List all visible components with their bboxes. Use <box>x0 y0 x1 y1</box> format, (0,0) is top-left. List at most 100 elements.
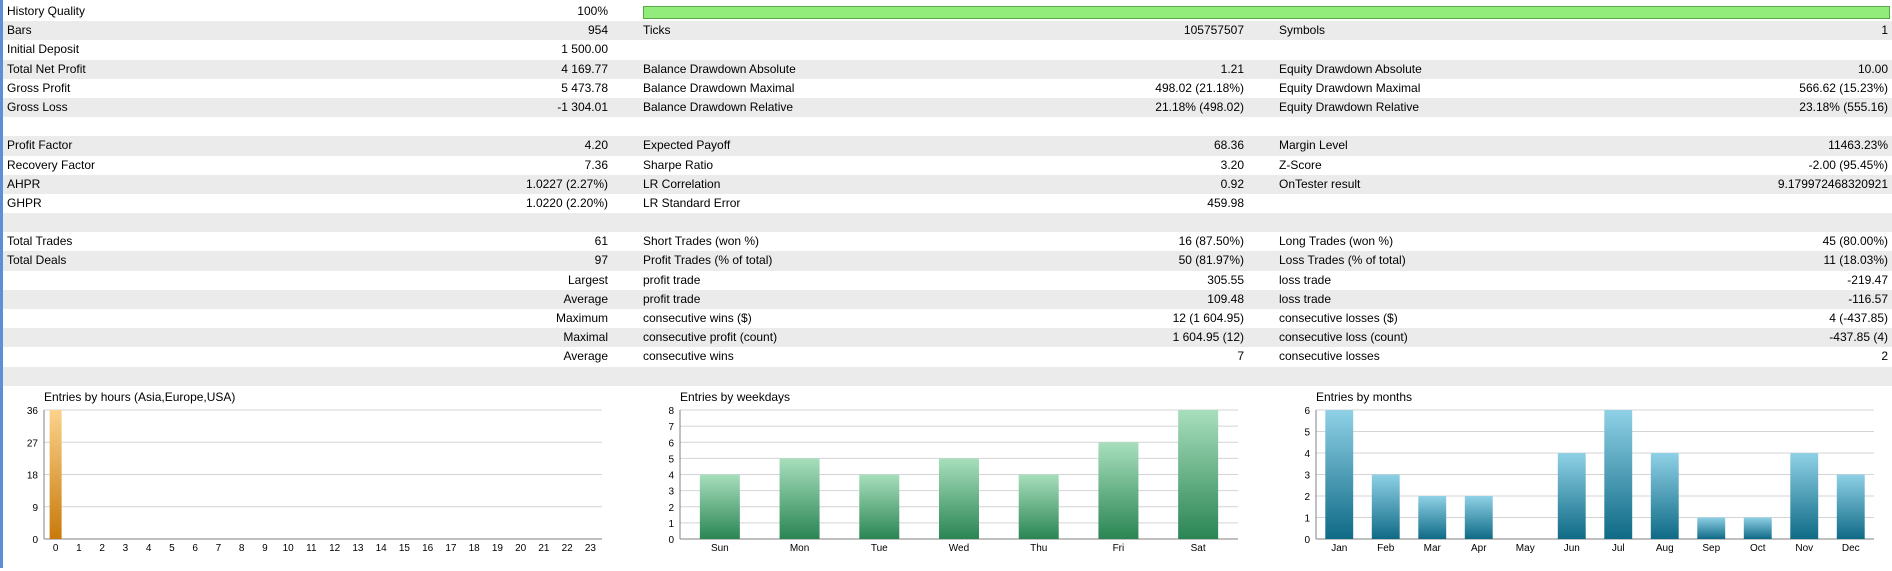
stats-value: 3.20 <box>1220 157 1244 172</box>
stats-row: Total Net Profit 4 169.77 Balance Drawdown… <box>3 59 1892 79</box>
stats-value: 954 <box>587 23 608 38</box>
stats-value: 61 <box>594 234 608 249</box>
stats-label: LR Correlation <box>643 176 721 191</box>
stats-label: consecutive loss (count) <box>1279 330 1408 345</box>
stats-value: Average <box>563 291 608 306</box>
x-tick-label: May <box>1516 543 1535 554</box>
bar <box>1743 517 1772 539</box>
stats-value: 9.179972468320921 <box>1777 176 1888 191</box>
stats-value: 1.0220 (2.20%) <box>525 195 608 210</box>
x-tick-label: 1 <box>76 543 82 554</box>
x-tick-label: 0 <box>53 543 59 554</box>
stats-label: consecutive losses <box>1279 349 1380 364</box>
stats-label: Gross Profit <box>7 80 71 95</box>
y-tick-label: 8 <box>668 406 674 417</box>
stats-row: Total Trades 61 Short Trades (won %) 16 (87… <box>3 232 1892 251</box>
stats-value: 459.98 <box>1207 195 1244 210</box>
stats-label: OnTester result <box>1279 176 1361 191</box>
stats-label: Profit Factor <box>7 138 73 153</box>
x-tick-label: Mon <box>790 543 809 554</box>
x-tick-label: 16 <box>422 543 434 554</box>
stats-value: 11463.23% <box>1828 138 1888 153</box>
y-tick-label: 36 <box>27 406 39 417</box>
x-tick-label: 8 <box>239 543 245 554</box>
stats-label: Balance Drawdown Relative <box>643 99 794 114</box>
stats-label: LR Standard Error <box>643 195 741 210</box>
chart-svg: 0 1 2 3 4 5 6 Jan Feb Mar Apr May Jun Jul Aug Sep Oct Nov… <box>1304 406 1874 554</box>
stats-value: 21.18% (498.02) <box>1155 99 1244 114</box>
stats-row: Average profit trade 109.48 loss trade -116.… <box>3 289 1892 309</box>
x-tick-label: 9 <box>262 543 268 554</box>
y-tick-label: 6 <box>668 438 674 449</box>
stats-value: 1.21 <box>1220 61 1244 76</box>
y-tick-label: 4 <box>668 471 674 482</box>
stats-label: Loss Trades (% of total) <box>1279 253 1406 268</box>
stats-label: Balance Drawdown Absolute <box>643 61 796 76</box>
y-tick-label: 2 <box>1304 492 1310 503</box>
x-tick-label: 23 <box>585 543 597 554</box>
y-tick-label: 1 <box>668 519 674 530</box>
stats-value: 305.55 <box>1207 272 1244 287</box>
x-tick-label: 10 <box>283 543 295 554</box>
stats-value: 16 (87.50%) <box>1178 234 1244 249</box>
x-tick-label: 4 <box>146 543 152 554</box>
x-tick-label: Thu <box>1030 543 1047 554</box>
bar <box>939 458 979 539</box>
stats-label: Margin Level <box>1279 138 1348 153</box>
stats-label: consecutive profit (count) <box>643 330 778 345</box>
stats-row: Average consecutive wins 7 consecutive loss… <box>3 347 1892 366</box>
stats-value: -219.47 <box>1847 272 1888 287</box>
x-tick-label: Tue <box>871 543 888 554</box>
x-tick-label: Wed <box>949 543 969 554</box>
stats-label: Equity Drawdown Absolute <box>1279 61 1422 76</box>
stats-label: Total Net Profit <box>7 61 86 76</box>
stats-value: 7 <box>1237 349 1244 364</box>
stats-row: Largest profit trade 305.55 loss trade -219.… <box>3 271 1892 290</box>
bar <box>1178 410 1219 539</box>
y-tick-label: 5 <box>1304 428 1310 439</box>
stats-value: 97 <box>594 253 608 268</box>
stats-label: loss trade <box>1279 291 1332 306</box>
stats-row: Maximal consecutive profit (count) 1 604.9… <box>3 328 1892 348</box>
bar <box>779 458 820 539</box>
stats-row <box>3 117 1892 136</box>
stats-value: 4.20 <box>584 138 608 153</box>
stats-value: 1 604.95 (12) <box>1172 330 1244 345</box>
stats-value: 105757507 <box>1183 23 1244 38</box>
stats-label: Bars <box>7 23 32 38</box>
stats-row: Recovery Factor 7.36 Sharpe Ratio 3.20 Z-Sco… <box>3 156 1892 175</box>
stats-label: consecutive wins <box>643 349 734 364</box>
bar <box>1371 474 1400 539</box>
stats-value: 10.00 <box>1857 61 1888 76</box>
history-quality-value: 100% <box>577 4 608 18</box>
stats-row <box>3 213 1892 233</box>
y-tick-label: 3 <box>668 487 674 498</box>
stats-label: Symbols <box>1279 23 1326 38</box>
stats-value: Maximum <box>555 311 608 325</box>
stats-value: -1 304.01 <box>557 99 608 114</box>
stats-value: 109.48 <box>1207 291 1244 306</box>
stats-label: Ticks <box>643 23 671 38</box>
stats-label: Equity Drawdown Relative <box>1279 99 1420 114</box>
stats-label: Long Trades (won %) <box>1279 234 1394 249</box>
x-tick-label: 20 <box>515 543 527 554</box>
x-tick-label: 22 <box>562 543 574 554</box>
stats-row <box>3 366 1892 386</box>
x-tick-label: 7 <box>216 543 222 554</box>
y-tick-label: 1 <box>1304 514 1310 525</box>
x-tick-label: 12 <box>329 543 341 554</box>
stats-label: Equity Drawdown Maximal <box>1279 80 1421 95</box>
stats-row: Maximum consecutive wins ($) 12 (1 604.95)… <box>3 309 1892 328</box>
x-tick-label: 14 <box>376 543 388 554</box>
stats-value: Largest <box>567 272 608 287</box>
bar <box>1557 453 1586 539</box>
x-tick-label: Dec <box>1842 543 1860 554</box>
stats-value: 12 (1 604.95) <box>1172 311 1244 325</box>
stats-label: Z-Score <box>1279 157 1322 172</box>
chart-title: Entries by hours (Asia,Europe,USA) <box>44 390 236 404</box>
stats-row: Gross Loss -1 304.01 Balance Drawdown Rela… <box>3 97 1892 118</box>
x-tick-label: Sep <box>1702 543 1720 554</box>
stats-value: 23.18% (555.16) <box>1799 99 1888 114</box>
stats-label: Profit Trades (% of total) <box>643 253 773 268</box>
y-tick-label: 9 <box>32 503 38 514</box>
